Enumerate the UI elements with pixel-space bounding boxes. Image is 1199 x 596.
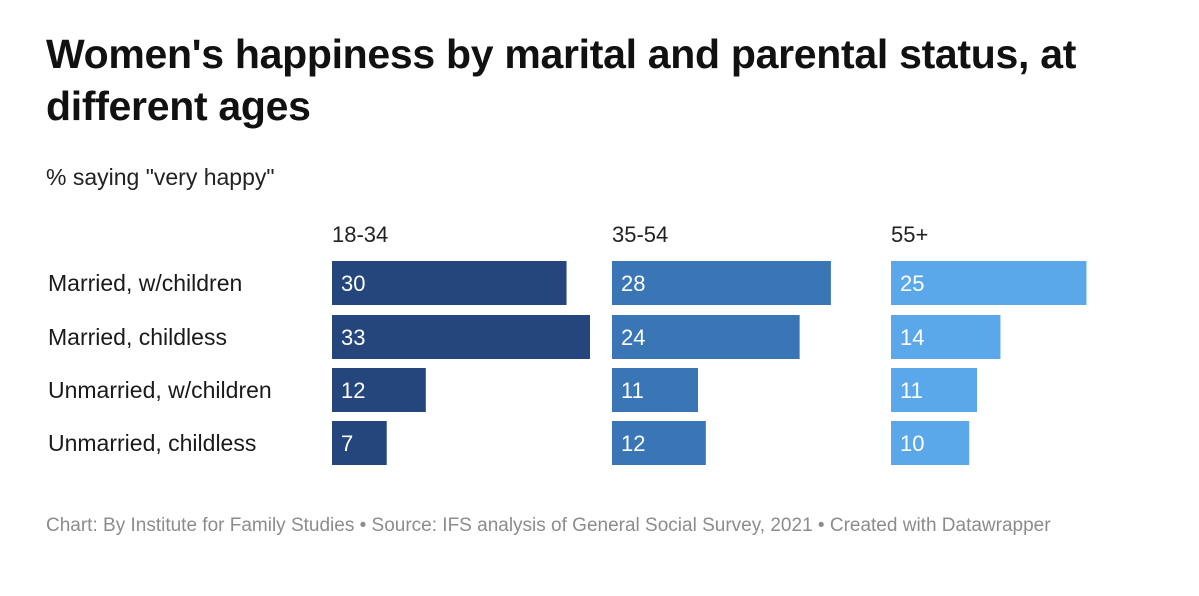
bar <box>891 315 1001 359</box>
panel-header: 55+ <box>891 222 928 247</box>
bar-value-label: 30 <box>341 271 365 296</box>
bar <box>612 315 800 359</box>
bar-value-label: 24 <box>621 325 645 350</box>
category-label: Married, w/children <box>48 270 242 296</box>
bar-value-label: 25 <box>900 271 924 296</box>
bar-value-label: 12 <box>341 378 365 403</box>
bar <box>891 368 977 412</box>
bar-value-label: 28 <box>621 271 645 296</box>
bar <box>891 421 970 465</box>
panel-header: 18-34 <box>332 222 388 247</box>
category-label: Unmarried, childless <box>48 430 256 456</box>
bar-value-label: 12 <box>621 431 645 456</box>
bar <box>612 368 698 412</box>
bar <box>332 421 387 465</box>
bar-value-label: 11 <box>900 378 923 403</box>
bar <box>332 261 567 305</box>
bar <box>332 315 590 359</box>
bar <box>612 421 706 465</box>
bar <box>332 368 426 412</box>
bar-value-label: 11 <box>621 378 644 403</box>
bar <box>612 261 831 305</box>
category-label: Unmarried, w/children <box>48 377 272 403</box>
category-label: Married, childless <box>48 324 227 350</box>
chart-footer: Chart: By Institute for Family Studies •… <box>46 515 1051 536</box>
bar-value-label: 14 <box>900 325 924 350</box>
chart-subtitle: % saying "very happy" <box>46 164 275 190</box>
bar-value-label: 7 <box>341 431 353 456</box>
bar <box>891 261 1087 305</box>
panel-header: 35-54 <box>612 222 668 247</box>
chart-title: Women's happiness by marital and parenta… <box>46 31 1077 129</box>
bar-value-label: 33 <box>341 325 365 350</box>
bar-value-label: 10 <box>900 431 924 456</box>
